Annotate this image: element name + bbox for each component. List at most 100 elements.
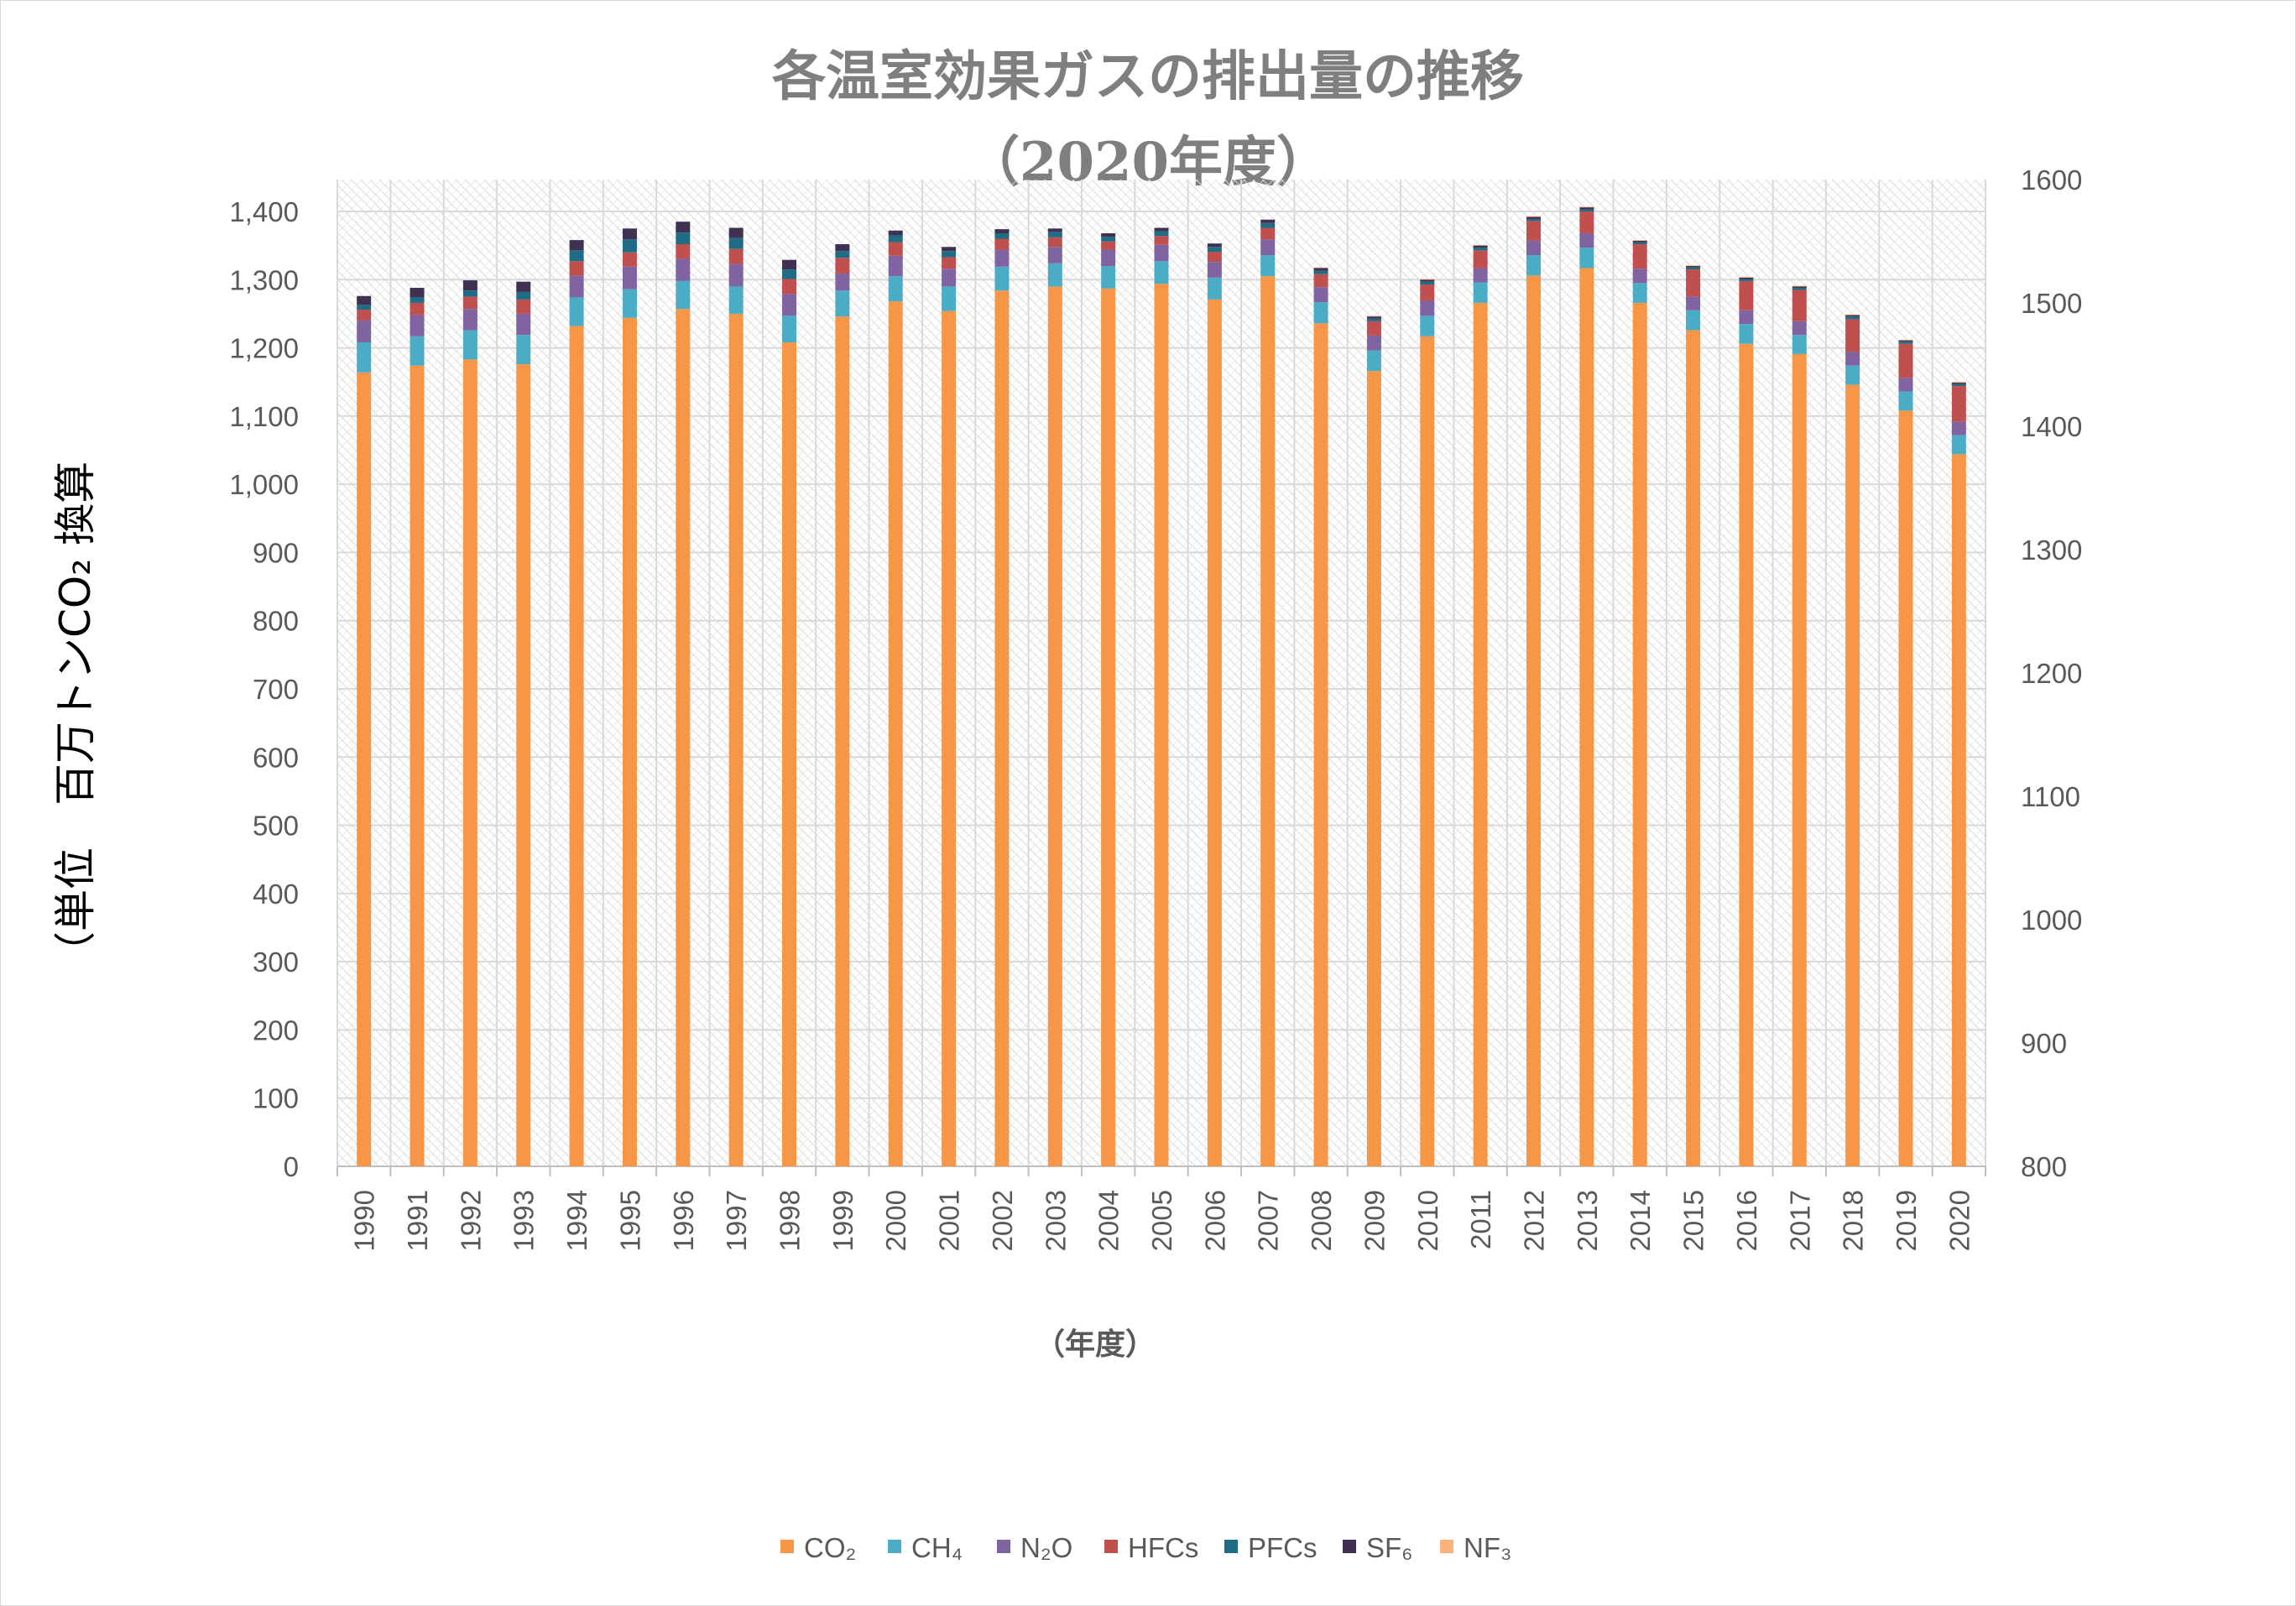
- x-tick-label: 1998: [775, 1190, 806, 1251]
- bar-segment: [1154, 261, 1169, 284]
- bar-segment: [1739, 310, 1754, 325]
- bar-segment: [1845, 384, 1860, 1167]
- x-tick-label: 1996: [668, 1190, 699, 1251]
- bar-segment: [994, 266, 1010, 291]
- bar-segment: [1686, 310, 1701, 331]
- bar-segment: [1686, 269, 1701, 297]
- bar-segment: [622, 266, 637, 289]
- bar-segment: [1579, 211, 1594, 234]
- bar-segment: [1473, 268, 1488, 283]
- bar-segment: [1047, 263, 1062, 287]
- bar-segment: [1207, 247, 1222, 252]
- bar-segment: [1898, 343, 1913, 378]
- bar-segment: [1792, 289, 1807, 321]
- bar-segment: [357, 305, 372, 310]
- bar-segment: [516, 335, 531, 365]
- legend-swatch: [1440, 1540, 1453, 1553]
- bar-segment: [676, 280, 691, 310]
- bar-segment: [1579, 233, 1594, 248]
- bar-segment: [1260, 222, 1276, 228]
- bar-segment: [1898, 391, 1913, 411]
- x-tick-label: 2002: [987, 1190, 1018, 1251]
- legend-label: CH₄: [911, 1532, 963, 1563]
- bar-segment: [1526, 216, 1541, 219]
- bar-segment: [1313, 323, 1328, 1166]
- bar-segment: [994, 249, 1010, 267]
- bar-segment: [676, 258, 691, 281]
- bar-segment: [942, 257, 957, 269]
- legend-label: CO₂: [804, 1532, 856, 1563]
- bar-segment: [1951, 386, 1966, 422]
- bar-segment: [1951, 435, 1966, 455]
- bar-segment: [1420, 281, 1435, 284]
- legend-item: CO₂: [780, 1532, 856, 1563]
- legend-swatch: [780, 1540, 794, 1553]
- bar-segment: [1579, 207, 1594, 210]
- bar-segment: [357, 372, 372, 1166]
- bar-segment: [1792, 353, 1807, 1166]
- bar-segment: [888, 276, 903, 302]
- bar-segment: [516, 313, 531, 336]
- bar-segment: [1473, 282, 1488, 303]
- bar-segment: [1739, 277, 1754, 278]
- x-tick-label: 2015: [1678, 1190, 1709, 1251]
- bar-segment: [1473, 244, 1488, 246]
- bar-segment: [1632, 244, 1647, 269]
- bar-segment: [622, 317, 637, 1166]
- x-tick-label: 2018: [1838, 1190, 1869, 1251]
- bar-segment: [942, 247, 957, 252]
- bar-segment: [1898, 410, 1913, 1167]
- bar-segment: [516, 364, 531, 1167]
- bar-segment: [782, 279, 797, 295]
- bar-segment: [728, 227, 744, 238]
- y-tick-label: 800: [253, 606, 299, 637]
- y2-tick-label: 1400: [2021, 411, 2082, 442]
- bar-segment: [1792, 286, 1807, 289]
- bar-segment: [1579, 268, 1594, 1166]
- y2-tick-label: 1200: [2021, 658, 2082, 689]
- bar-segment: [1898, 342, 1913, 344]
- bar-segment: [1632, 242, 1647, 245]
- bar-segment: [1047, 232, 1062, 237]
- y-tick-label: 1,300: [229, 264, 299, 295]
- bar-segment: [728, 248, 744, 264]
- bar-segment: [942, 269, 957, 287]
- bar-segment: [835, 273, 850, 291]
- bar-segment: [1207, 243, 1222, 248]
- bar-segment: [1101, 233, 1116, 237]
- bar-segment: [782, 259, 797, 270]
- bar-segment: [1366, 335, 1381, 351]
- x-tick-label: 2019: [1891, 1190, 1922, 1251]
- bar-segment: [410, 288, 425, 298]
- bar-segment: [1420, 284, 1435, 301]
- bar-segment: [1154, 236, 1169, 245]
- bar-segment: [1898, 339, 1913, 341]
- bar-segment: [1739, 280, 1754, 310]
- x-tick-label: 2007: [1253, 1190, 1284, 1251]
- x-tick-label: 2012: [1518, 1190, 1549, 1251]
- bar-segment: [569, 261, 584, 276]
- bar-segment: [1313, 267, 1328, 269]
- bar-segment: [1579, 206, 1594, 208]
- bar-segment: [676, 222, 691, 233]
- bar-segment: [1366, 318, 1381, 321]
- bar-segment: [1739, 279, 1754, 281]
- bar-segment: [728, 313, 744, 1166]
- bar-segment: [942, 286, 957, 311]
- x-tick-label: 2000: [880, 1190, 911, 1251]
- bar-segment: [1101, 241, 1116, 250]
- bar-segment: [1260, 239, 1276, 256]
- legend-label: HFCs: [1128, 1532, 1198, 1563]
- bar-segment: [1951, 421, 1966, 435]
- bar-segment: [1207, 251, 1222, 263]
- bar-segment: [1632, 269, 1647, 284]
- bar-segment: [622, 228, 637, 240]
- bar-segment: [1632, 240, 1647, 241]
- chart-title: 各温室効果ガスの排出量の推移: [772, 46, 1524, 108]
- bar-segment: [410, 315, 425, 336]
- bar-segment: [1526, 255, 1541, 276]
- bar-segment: [1526, 218, 1541, 222]
- y2-tick-label: 1300: [2021, 534, 2082, 566]
- bar-segment: [1366, 371, 1381, 1166]
